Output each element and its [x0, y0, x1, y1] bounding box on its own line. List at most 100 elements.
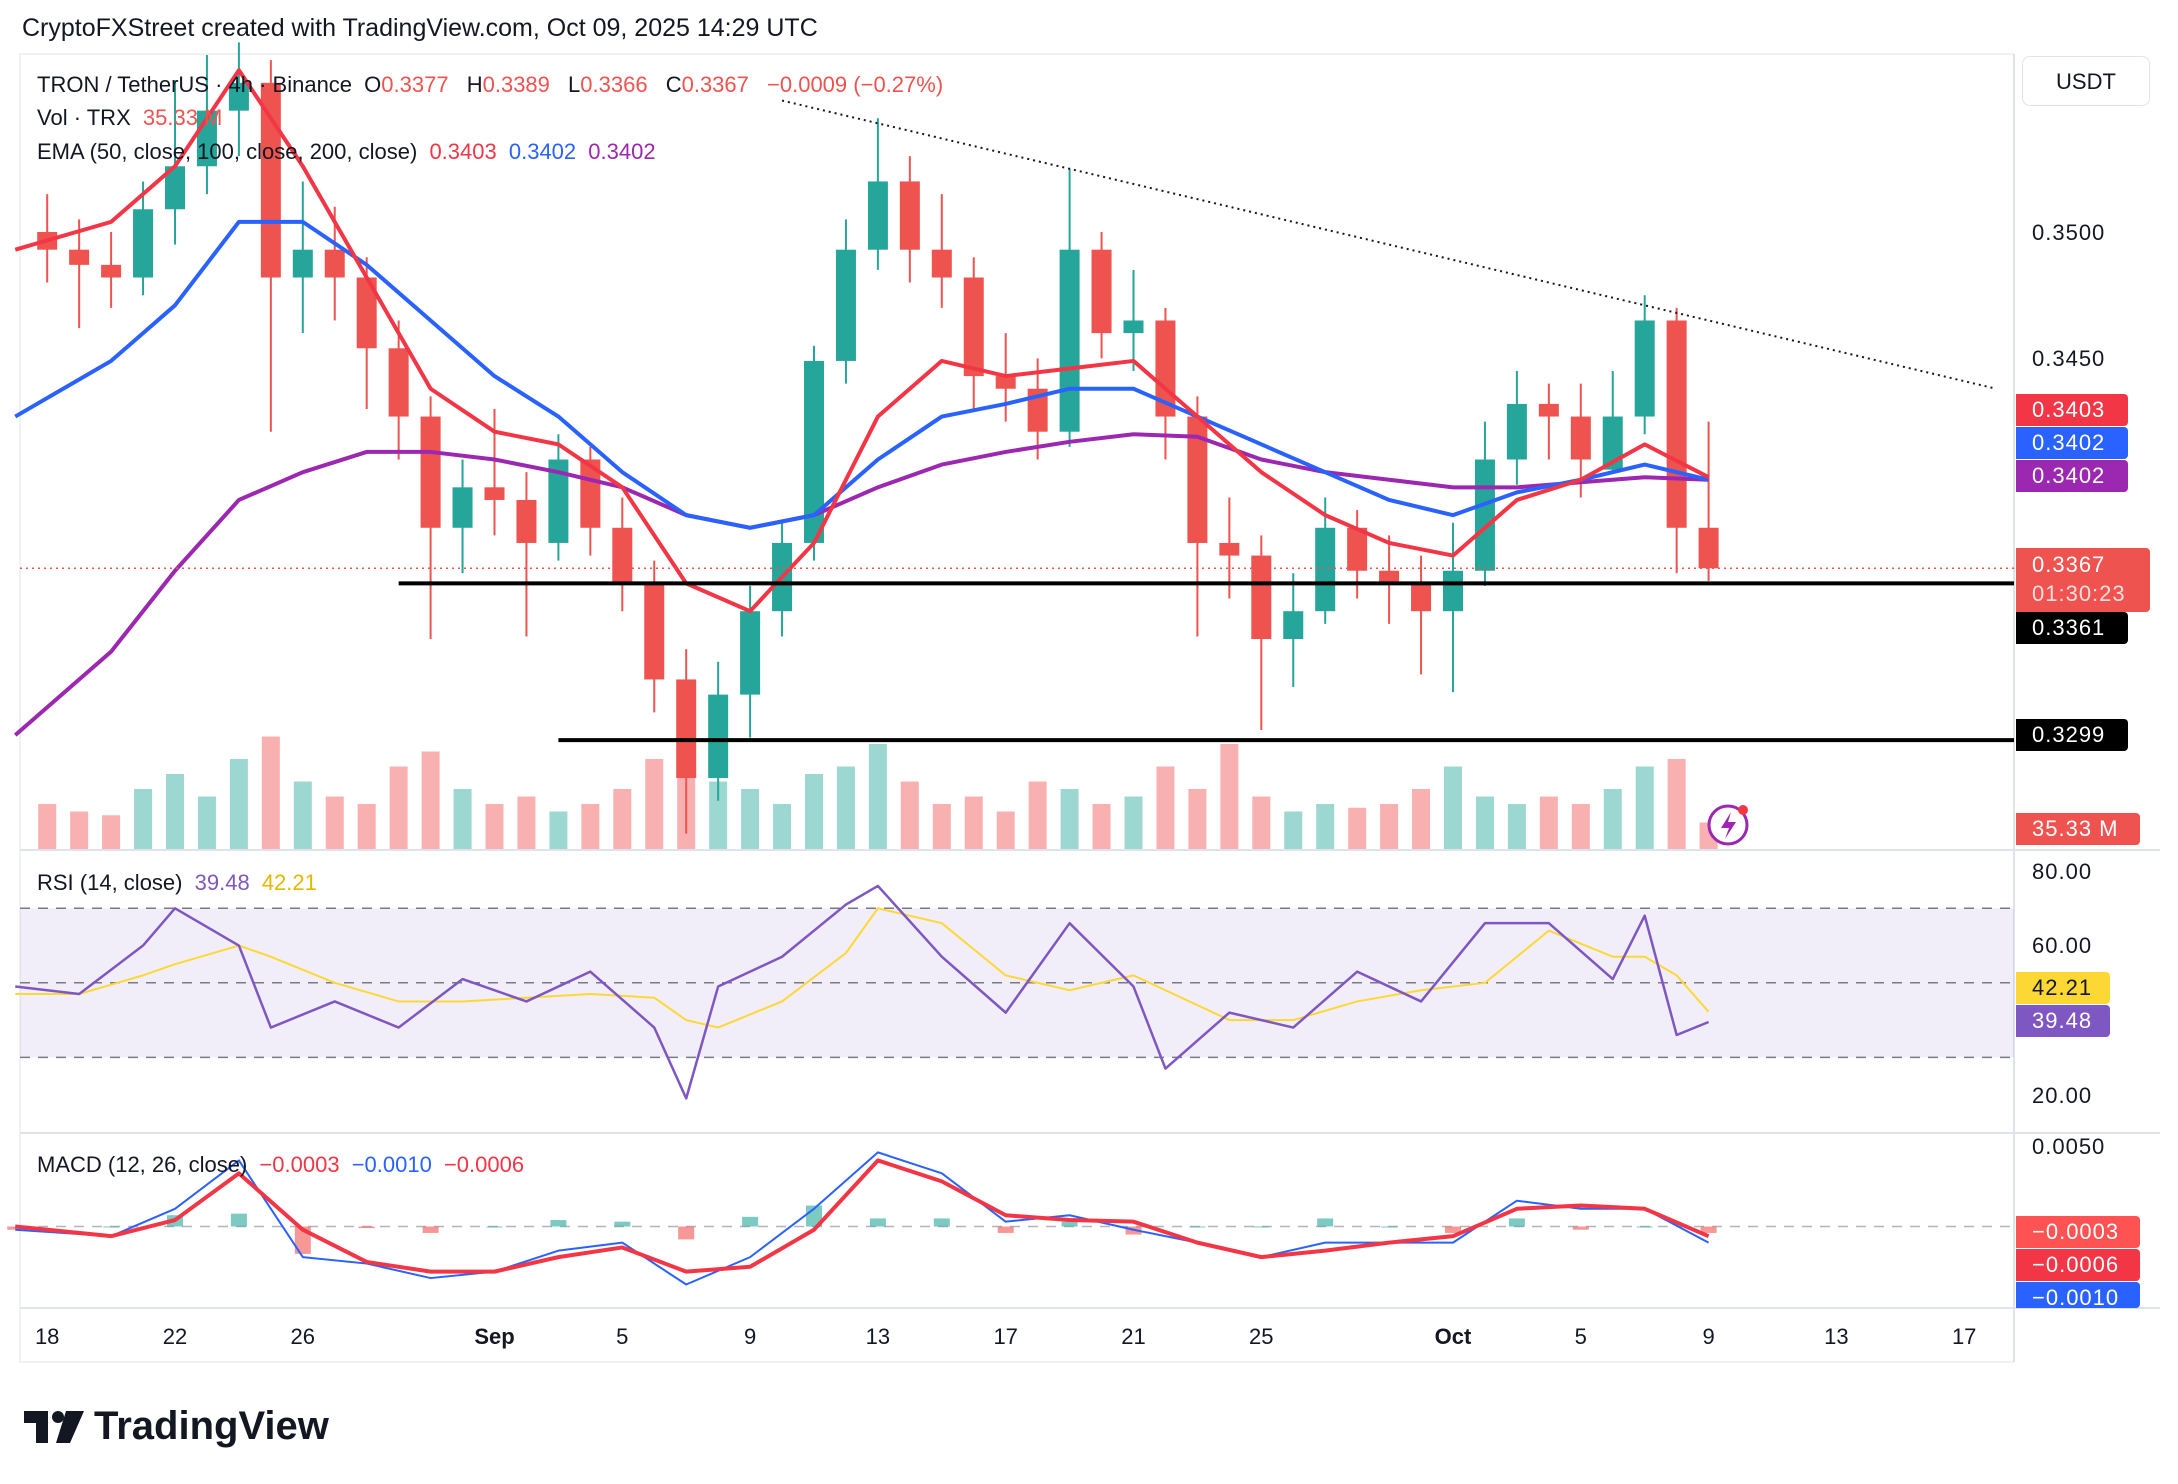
macd-histogram-bar — [1381, 1226, 1398, 1228]
candle-body — [101, 264, 122, 278]
candle-body — [1570, 416, 1591, 460]
macd-lines — [7, 1151, 1717, 1286]
volume-bar — [1156, 766, 1175, 849]
currency-selector[interactable]: USDT — [2022, 56, 2150, 106]
candle-body — [835, 249, 856, 361]
high-label: H — [466, 72, 483, 97]
low-value: 0.3366 — [580, 72, 648, 97]
volume-bar — [1603, 789, 1622, 849]
volume-bar — [1667, 759, 1686, 849]
volume-bar — [229, 759, 248, 849]
time-tick: 17 — [1951, 1324, 1977, 1349]
macd-histogram-bar — [869, 1218, 886, 1227]
macd-histogram-bar — [358, 1226, 375, 1229]
candle-body — [1443, 570, 1463, 612]
volume-bar — [1284, 811, 1303, 849]
rsi-legend: RSI (14, close) 39.48 42.21 — [37, 870, 323, 896]
volume-bar — [805, 774, 823, 849]
candle-body — [1091, 249, 1112, 334]
macd-histogram-bar — [230, 1213, 247, 1227]
close-label: C — [665, 72, 682, 97]
volume-bar — [134, 789, 153, 849]
ema50-value: 0.3403 — [429, 139, 497, 164]
time-tick: 21 — [1121, 1324, 1146, 1349]
price-tick: 0.3500 — [2032, 220, 2106, 245]
macd-histogram-bar — [1445, 1226, 1461, 1233]
volume-bar — [1475, 796, 1494, 849]
candle-body — [740, 611, 761, 695]
macd-histogram-bar — [1189, 1226, 1206, 1228]
ema100-value: 0.3402 — [508, 139, 577, 164]
volume-bar — [38, 804, 57, 849]
ema-label[interactable]: EMA (50, close, 100, close, 200, close) — [37, 139, 418, 164]
volume-bar — [1060, 789, 1079, 849]
volume-bar — [900, 781, 919, 849]
volume-label[interactable]: Vol · TRX — [37, 105, 131, 130]
macd-signal-badge: −0.0006 — [2016, 1249, 2140, 1281]
volume-bar — [261, 736, 280, 849]
volume-bar — [102, 815, 121, 849]
candle-body — [1123, 320, 1144, 334]
candle-body — [644, 583, 665, 680]
macd-label[interactable]: MACD (12, 26, close) — [37, 1152, 248, 1177]
lightning-alert-icon[interactable] — [1707, 804, 1749, 846]
volume-bar — [1635, 766, 1654, 849]
candle-body — [1251, 555, 1272, 640]
macd-histogram-bar — [1317, 1218, 1334, 1227]
candle-body — [612, 527, 633, 584]
candle-body — [804, 360, 824, 543]
candle-body — [676, 679, 697, 779]
support-level-badge: 0.3361 — [2016, 612, 2128, 644]
time-tick: 26 — [290, 1324, 316, 1349]
rsi-lines — [15, 884, 1710, 1100]
candle-body — [260, 82, 281, 278]
macd-histogram-bar — [1253, 1226, 1270, 1228]
change-value: −0.0009 (−0.27%) — [767, 72, 944, 97]
volume-bar — [166, 774, 184, 849]
ema100-badge: 0.3402 — [2016, 427, 2128, 459]
rsi-label[interactable]: RSI (14, close) — [37, 870, 183, 895]
symbol-legend: TRON / TetherUS · 4h · Binance O0.3377 H… — [37, 72, 949, 98]
volume-bar — [868, 744, 887, 849]
volume-bar — [1092, 804, 1111, 849]
volume-bar — [645, 759, 664, 849]
volume-bar — [357, 804, 376, 849]
ema50-badge: 0.3403 — [2016, 394, 2128, 426]
candle-body — [420, 416, 441, 528]
trendline — [781, 99, 1997, 390]
drawings[interactable] — [20, 99, 2014, 743]
volume-bar — [1348, 807, 1367, 849]
volume-bar — [1412, 789, 1431, 849]
macd-hist-value: −0.0003 — [259, 1152, 340, 1177]
candle-body — [452, 487, 473, 528]
volume-bar — [325, 796, 344, 849]
macd-histogram-bar — [1572, 1226, 1589, 1230]
macd-histogram-bar — [103, 1226, 120, 1228]
candle-body — [292, 249, 313, 278]
last-price: 0.3367 — [2032, 552, 2106, 577]
candle-body — [1538, 403, 1559, 417]
candle-body — [1187, 416, 1208, 543]
candle-body — [1411, 583, 1432, 612]
volume-bar — [1444, 766, 1462, 849]
candle-body — [1698, 527, 1719, 569]
volume-bar — [741, 789, 760, 849]
volume-bar — [709, 781, 728, 849]
volume-bars — [38, 706, 1718, 849]
symbol-name[interactable]: TRON / TetherUS · 4h · Binance — [37, 72, 353, 97]
macd-legend: MACD (12, 26, close) −0.0003 −0.0010 −0.… — [37, 1152, 530, 1178]
time-tick: 13 — [1824, 1324, 1849, 1349]
close-value: 0.3367 — [681, 72, 749, 97]
chart-attribution-header: CryptoFXStreet created with TradingView.… — [22, 14, 818, 42]
support-level-badge: 0.3299 — [2016, 719, 2128, 751]
candle-body — [1219, 542, 1240, 556]
rsi-ma-value: 42.21 — [261, 870, 317, 895]
candle-body — [1347, 527, 1368, 571]
candle-body — [69, 249, 90, 265]
low-label: L — [568, 72, 581, 97]
candle-body — [1379, 570, 1400, 584]
rsi-line — [15, 884, 1710, 1100]
candle-body — [484, 487, 505, 500]
tradingview-logo[interactable]: TradingView — [24, 1404, 329, 1449]
